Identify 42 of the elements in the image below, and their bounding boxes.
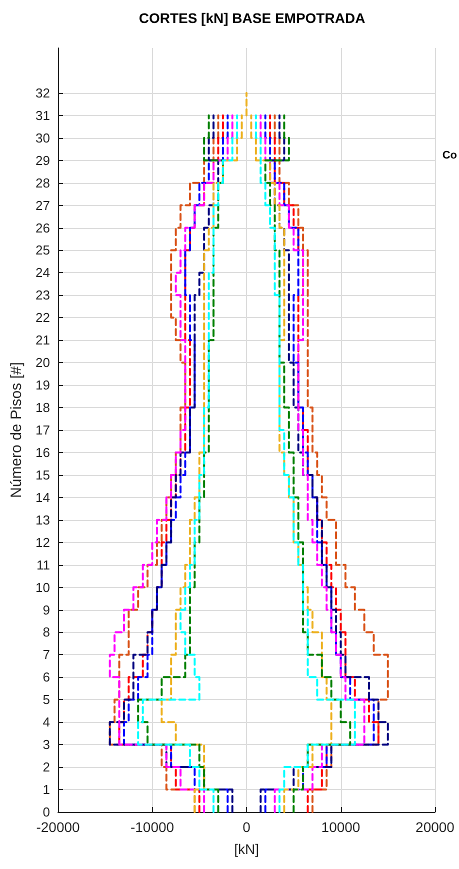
y-tick-label: 16 xyxy=(36,444,50,460)
y-tick-label: 1 xyxy=(42,782,50,798)
y-tick-label: 14 xyxy=(36,490,50,505)
y-tick-label: 13 xyxy=(36,512,50,528)
y-tick-label: 8 xyxy=(42,624,50,640)
text: Co xyxy=(442,150,458,162)
y-tick-label: 10 xyxy=(36,580,50,595)
y-tick-label: 30 xyxy=(36,130,50,146)
y-tick-label: 6 xyxy=(42,670,50,685)
y-tick-label: 23 xyxy=(36,288,50,303)
y-tick-label: 4 xyxy=(42,714,50,730)
x-tick-label: -10000 xyxy=(130,819,174,835)
y-tick-label: 17 xyxy=(36,422,50,438)
y-tick-label: 3 xyxy=(42,737,50,752)
y-tick-label: 26 xyxy=(36,220,50,236)
y-tick-label: 27 xyxy=(36,198,50,213)
y-tick-label: 15 xyxy=(36,467,50,482)
y-tick-label: 32 xyxy=(36,85,50,100)
y-axis-title: Número de Pisos [#] xyxy=(8,362,25,498)
x-tick-label: 20000 xyxy=(416,819,455,835)
x-axis-title: [kN] xyxy=(234,841,259,857)
chart-title: CORTES [kN] BASE EMPOTRADA xyxy=(138,10,366,26)
y-tick-label: 18 xyxy=(36,400,50,416)
y-tick-label: 21 xyxy=(36,332,50,348)
y-tick-label: 20 xyxy=(36,355,50,370)
y-tick-label: 19 xyxy=(36,378,50,393)
x-tick-label: 10000 xyxy=(321,819,360,835)
x-tick-label: 0 xyxy=(242,819,251,835)
y-tick-label: 0 xyxy=(42,804,50,820)
x-tick-label: -20000 xyxy=(36,819,80,835)
y-tick-label: 25 xyxy=(36,242,50,258)
y-tick-label: 5 xyxy=(42,692,50,708)
y-tick-label: 11 xyxy=(36,557,50,572)
y-tick-label: 29 xyxy=(36,152,50,168)
y-tick-label: 31 xyxy=(36,108,50,123)
y-tick-label: 24 xyxy=(36,265,50,280)
y-tick-label: 28 xyxy=(36,175,50,190)
y-tick-label: 7 xyxy=(42,647,50,662)
y-tick-label: 2 xyxy=(42,760,50,775)
y-tick-label: 22 xyxy=(36,310,50,326)
y-tick-label: 9 xyxy=(42,602,50,618)
y-tick-label: 12 xyxy=(36,534,50,550)
